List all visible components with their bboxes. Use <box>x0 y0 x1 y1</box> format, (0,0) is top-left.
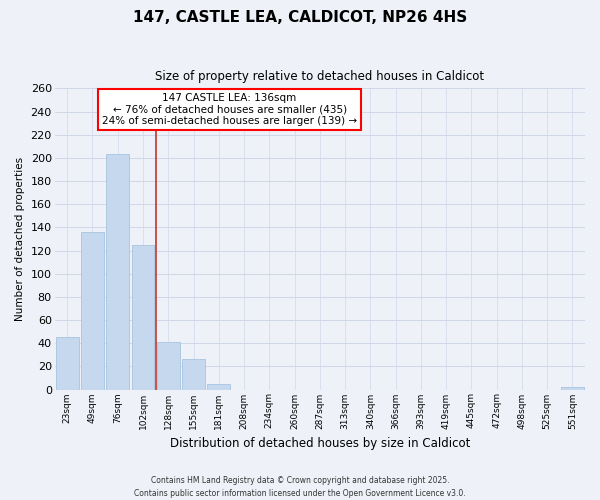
Bar <box>208 384 230 390</box>
Text: 147, CASTLE LEA, CALDICOT, NP26 4HS: 147, CASTLE LEA, CALDICOT, NP26 4HS <box>133 10 467 25</box>
Text: 147 CASTLE LEA: 136sqm
← 76% of detached houses are smaller (435)
24% of semi-de: 147 CASTLE LEA: 136sqm ← 76% of detached… <box>102 93 357 126</box>
Bar <box>182 360 205 390</box>
Bar <box>56 338 79 390</box>
X-axis label: Distribution of detached houses by size in Caldicot: Distribution of detached houses by size … <box>170 437 470 450</box>
Bar <box>131 244 154 390</box>
Bar <box>157 342 179 390</box>
Bar <box>561 387 584 390</box>
Title: Size of property relative to detached houses in Caldicot: Size of property relative to detached ho… <box>155 70 484 83</box>
Text: Contains HM Land Registry data © Crown copyright and database right 2025.
Contai: Contains HM Land Registry data © Crown c… <box>134 476 466 498</box>
Bar <box>81 232 104 390</box>
Bar <box>106 154 129 390</box>
Y-axis label: Number of detached properties: Number of detached properties <box>15 157 25 321</box>
